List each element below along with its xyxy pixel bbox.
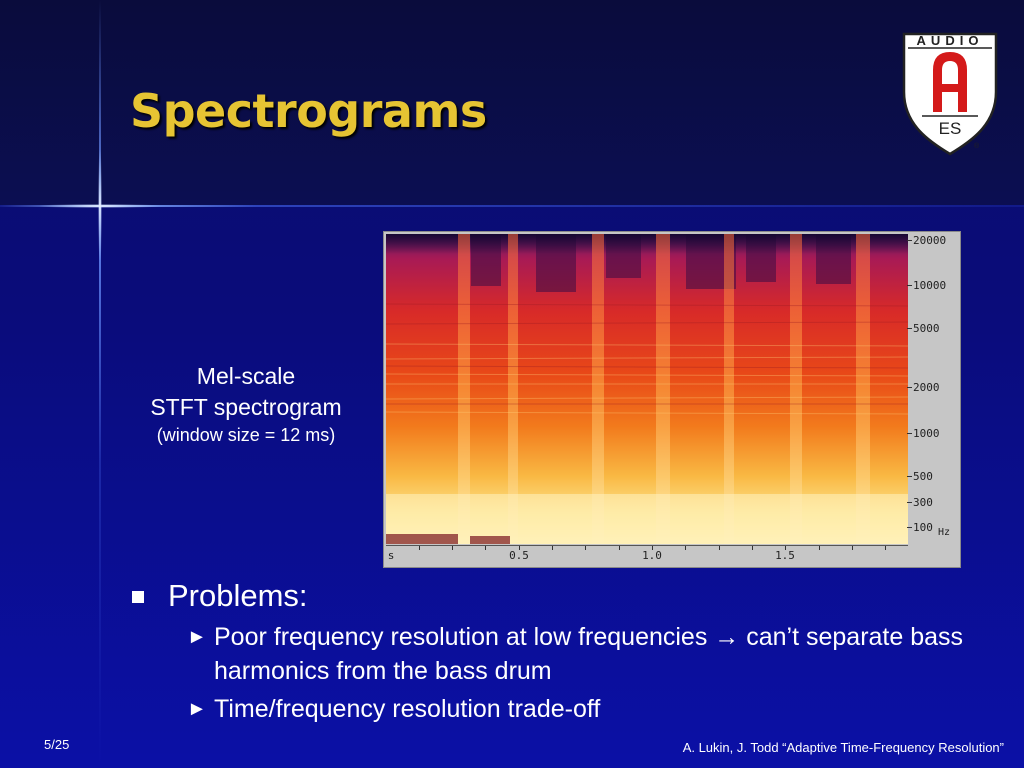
time-tick-label: 0.5 — [509, 549, 529, 562]
sub-bullet-text: Poor frequency resolution at low frequen… — [214, 623, 964, 685]
sparkle-glow-vertical — [98, 150, 102, 260]
spectrogram-image — [386, 234, 908, 544]
freq-tick-label: 10000 — [906, 279, 947, 292]
frequency-axis: 20000 10000 5000 2000 1000 500 300 100 H… — [906, 232, 962, 544]
caption-line-3: (window size = 12 ms) — [156, 425, 336, 445]
freq-tick-label: 1000 — [907, 427, 940, 440]
title-band — [0, 0, 1024, 205]
time-axis: s 0.5 1.0 1.5 — [386, 545, 908, 568]
freq-tick-label: 5000 — [907, 322, 940, 335]
caption-line-1: Mel-scale — [196, 363, 296, 389]
time-tick-label: s — [387, 549, 395, 562]
bullet-item-problems: Problems: — [130, 576, 990, 616]
freq-tick-label: 300 — [907, 496, 933, 509]
bullet-list: Problems: ► Poor frequency resolution at… — [130, 576, 990, 726]
logo-bottom-text: ES — [939, 119, 962, 138]
figure-caption: Mel-scale STFT spectrogram (window size … — [130, 361, 362, 447]
bullet-text: Problems: — [168, 578, 308, 613]
time-tick-label: 1.0 — [642, 549, 662, 562]
decorative-horizontal-line — [0, 205, 1024, 207]
time-tick-label: 1.5 — [775, 549, 795, 562]
logo-registered-mark: ® — [974, 142, 980, 150]
caption-line-2: STFT spectrogram — [150, 394, 342, 420]
logo-shield — [902, 32, 998, 156]
logo-top-text: AUDIO — [917, 33, 984, 48]
sub-bullet-item: ► Poor frequency resolution at low frequ… — [187, 620, 990, 688]
freq-tick-label: 500 — [907, 470, 933, 483]
triangle-bullet-icon: ► — [187, 626, 207, 648]
frequency-unit-label: Hz — [938, 527, 951, 538]
sub-bullet-text: Time/frequency resolution trade-off — [214, 695, 601, 723]
footer-citation: A. Lukin, J. Todd “Adaptive Time-Frequen… — [682, 740, 1004, 755]
logo-letter-a — [933, 52, 967, 112]
slide-title: Spectrograms — [130, 84, 487, 138]
decorative-vertical-line — [99, 0, 101, 768]
sub-bullet-item: ► Time/frequency resolution trade-off — [187, 692, 990, 726]
aes-logo: AUDIO ES ® — [902, 32, 998, 156]
freq-tick-label: 20000 — [906, 234, 947, 247]
triangle-bullet-icon: ► — [187, 698, 207, 720]
spectrogram-figure: 20000 10000 5000 2000 1000 500 300 100 H… — [383, 231, 961, 568]
freq-tick-label: 100 — [907, 521, 933, 534]
square-bullet-icon — [132, 591, 144, 603]
freq-tick-label: 2000 — [907, 381, 940, 394]
slide-number: 5/25 — [44, 737, 70, 752]
